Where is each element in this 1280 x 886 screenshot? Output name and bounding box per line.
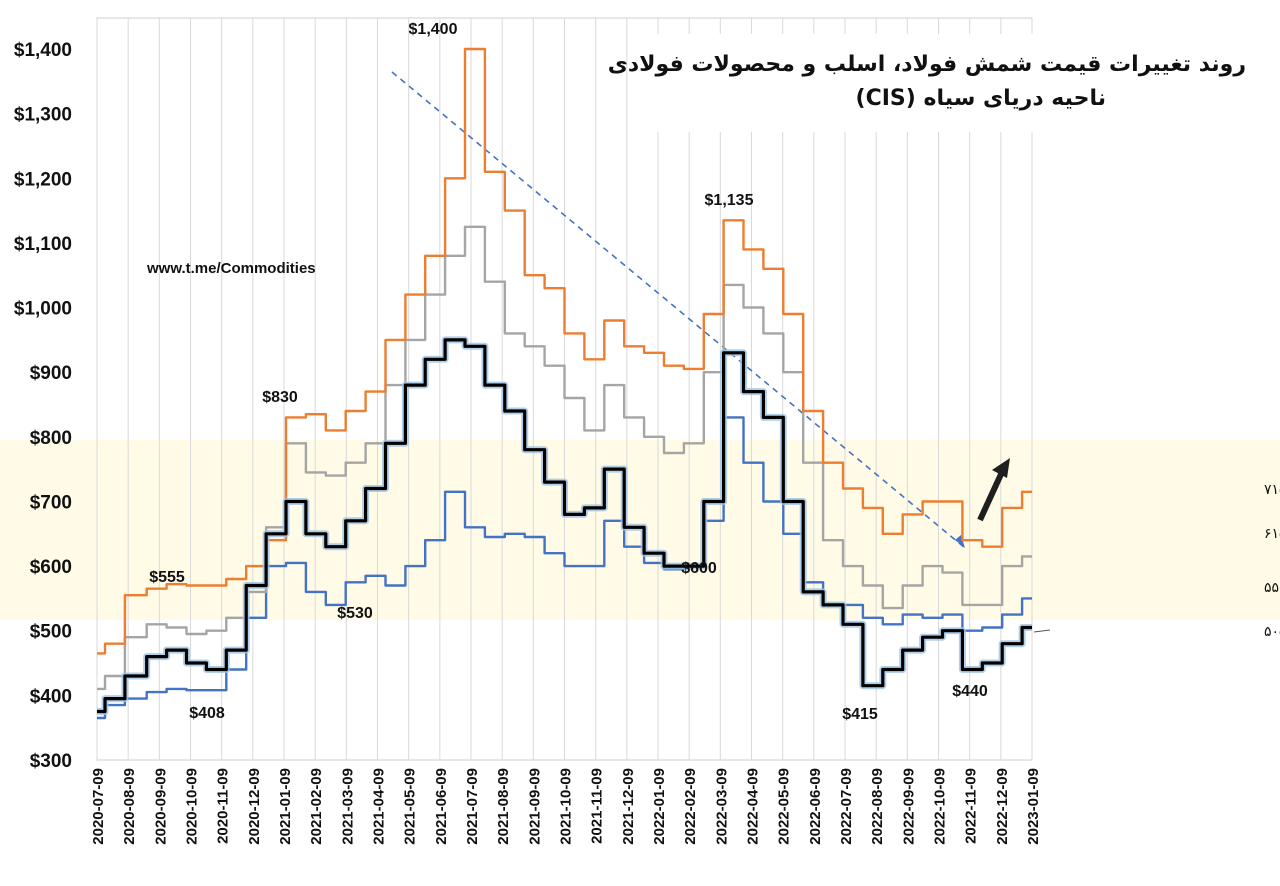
- x-tick-label: 2021-08-09: [495, 768, 512, 845]
- x-tick-label: 2021-05-09: [402, 768, 419, 845]
- data-label: $530: [337, 605, 373, 622]
- up-arrow-head: [992, 458, 1010, 478]
- x-tick-label: 2022-08-09: [869, 768, 886, 845]
- y-tick-label: $1,200: [14, 169, 72, 190]
- x-tick-label: 2022-11-09: [963, 768, 980, 844]
- x-tick-label: 2021-01-09: [277, 768, 294, 845]
- series-end-label-billet: بیلت دریای سیاه , $۵۵۰: [1264, 580, 1280, 596]
- watermark-url: www.t.me/Commodities: [146, 260, 316, 277]
- x-tick-label: 2020-10-09: [184, 768, 201, 845]
- x-tick-label: 2022-09-09: [900, 768, 917, 845]
- up-arrow-shaft: [977, 470, 1005, 522]
- data-label: $555: [149, 569, 185, 586]
- y-tick-label: $600: [30, 557, 72, 578]
- x-tick-label: 2021-03-09: [339, 768, 356, 845]
- x-tick-label: 2021-10-09: [558, 768, 575, 845]
- y-tick-label: $1,000: [14, 299, 72, 320]
- x-tick-label: 2021-04-09: [371, 768, 388, 845]
- x-tick-label: 2021-06-09: [433, 768, 450, 845]
- x-tick-label: 2022-12-09: [994, 768, 1011, 845]
- x-tick-label: 2022-01-09: [651, 768, 668, 845]
- x-tick-label: 2021-07-09: [464, 768, 481, 845]
- x-tick-label: 2020-12-09: [246, 768, 263, 845]
- x-tick-label: 2021-11-09: [589, 768, 606, 844]
- y-tick-label: $700: [30, 492, 72, 513]
- trend-arrowhead: [955, 535, 965, 548]
- x-tick-label: 2023-01-09: [1025, 768, 1042, 845]
- x-tick-label: 2020-09-09: [152, 768, 169, 845]
- y-tick-label: $500: [30, 622, 72, 643]
- data-label: $440: [952, 683, 988, 700]
- y-tick-label: $1,300: [14, 105, 72, 126]
- data-label: $1,400: [409, 21, 458, 38]
- x-tick-label: 2021-09-09: [526, 768, 543, 845]
- y-tick-label: $400: [30, 686, 72, 707]
- x-tick-label: 2022-04-09: [745, 768, 762, 845]
- y-tick-label: $300: [30, 751, 72, 772]
- x-tick-label: 2021-12-09: [620, 768, 637, 845]
- chart-title-box: روند تغییرات قیمت شمش فولاد، اسلب و محصو…: [608, 34, 1256, 132]
- series-line-slab: [97, 338, 1032, 714]
- series-end-label-hot: ورق گرم دریای سیاه , $۶۱۵: [1264, 525, 1280, 542]
- series-end-label-cold: ورق سرد دریای سیاه , $۷۱۵: [1264, 482, 1280, 498]
- data-label: $408: [189, 705, 225, 722]
- series-end-label-slab: اسلب دریای سیاه , $۵۰۵: [1264, 624, 1280, 640]
- x-tick-label: 2022-06-09: [807, 768, 824, 845]
- y-tick-label: $1,100: [14, 234, 72, 255]
- x-tick-label: 2022-07-09: [838, 768, 855, 845]
- data-label: $415: [842, 706, 878, 723]
- x-tick-label: 2022-10-09: [932, 768, 949, 845]
- x-tick-label: 2020-08-09: [121, 768, 138, 845]
- x-tick-label: 2020-11-09: [215, 768, 232, 844]
- chart-title-line-1: روند تغییرات قیمت شمش فولاد، اسلب و محصو…: [607, 52, 1246, 77]
- series-line-cold: [97, 47, 1032, 655]
- y-tick-label: $1,400: [14, 40, 72, 61]
- y-tick-label: $900: [30, 363, 72, 384]
- data-label: $1,135: [705, 192, 754, 209]
- data-label: $830: [262, 389, 298, 406]
- slab-label-leader: [1033, 629, 1051, 633]
- trend-line: [391, 71, 966, 549]
- x-tick-label: 2022-05-09: [776, 768, 793, 845]
- x-tick-label: 2022-03-09: [713, 768, 730, 845]
- x-tick-label: 2021-02-09: [308, 768, 325, 845]
- x-tick-label: 2022-02-09: [682, 768, 699, 845]
- y-tick-label: $800: [30, 428, 72, 449]
- series-line-billet: [97, 416, 1032, 720]
- chart-title-line-2: ناحیه دریای سیاه (CIS): [855, 86, 1106, 111]
- x-tick-label: 2020-07-09: [90, 768, 107, 845]
- data-label: $600: [681, 560, 717, 577]
